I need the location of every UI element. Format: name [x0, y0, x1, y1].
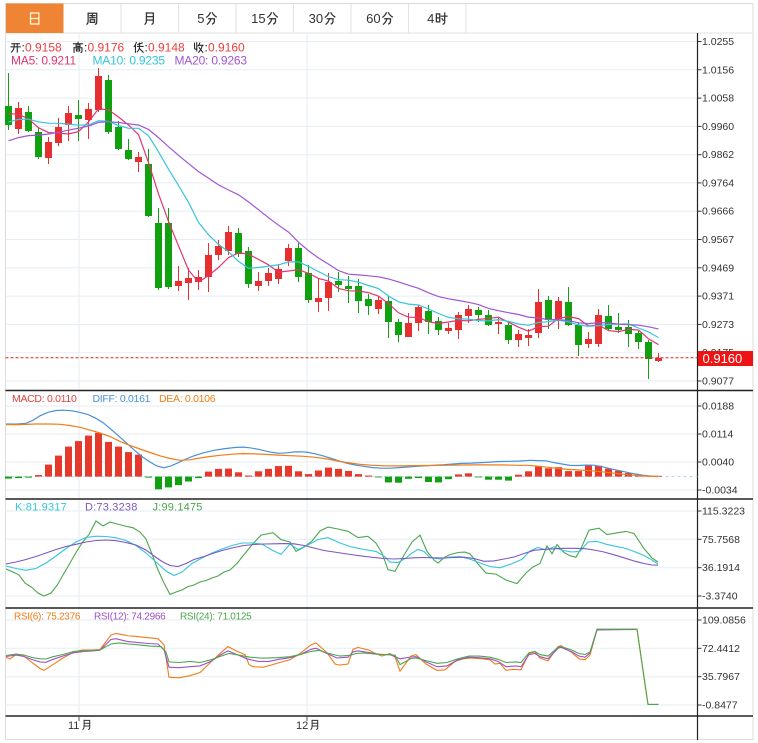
svg-text:0.9862: 0.9862 [702, 149, 734, 161]
svg-text:1.0058: 1.0058 [702, 93, 734, 105]
svg-text:RSI(6): 75.2376: RSI(6): 75.2376 [14, 612, 81, 623]
svg-text:0.9666: 0.9666 [702, 206, 734, 218]
svg-text:60: 60 [366, 11, 380, 26]
svg-text:MA5: 0.9211: MA5: 0.9211 [11, 54, 76, 68]
svg-text:RSI(24): 71.0125: RSI(24): 71.0125 [180, 612, 252, 623]
svg-text:0.0188: 0.0188 [702, 401, 734, 413]
svg-text:0.0040: 0.0040 [702, 457, 734, 469]
svg-text:1.0156: 1.0156 [702, 64, 734, 76]
svg-text:0.9160: 0.9160 [208, 41, 245, 55]
svg-text:5: 5 [197, 11, 204, 26]
svg-text:DEA: 0.0106: DEA: 0.0106 [159, 393, 216, 405]
svg-text:75.7568: 75.7568 [702, 534, 740, 546]
svg-text:1.0255: 1.0255 [702, 36, 734, 48]
svg-text:J:99.1475: J:99.1475 [153, 502, 203, 514]
svg-text:109.0856: 109.0856 [702, 615, 746, 627]
svg-text:0.9273: 0.9273 [702, 319, 734, 331]
svg-text:4: 4 [427, 11, 434, 26]
svg-text:15: 15 [251, 11, 265, 26]
svg-text:0.9148: 0.9148 [148, 41, 185, 55]
svg-text:12: 12 [296, 720, 308, 732]
svg-text:-0.0034: -0.0034 [702, 485, 738, 497]
svg-text::: : [22, 41, 25, 55]
svg-text:RSI(12): 74.2966: RSI(12): 74.2966 [94, 612, 166, 623]
svg-text:MACD: 0.0110: MACD: 0.0110 [12, 393, 77, 405]
svg-text:0.0114: 0.0114 [702, 429, 733, 441]
svg-text:0.9176: 0.9176 [88, 41, 125, 55]
svg-text:MA10: 0.9235: MA10: 0.9235 [93, 54, 166, 68]
svg-text::: : [145, 41, 148, 55]
svg-text:0.9469: 0.9469 [702, 262, 734, 274]
svg-text:0.9158: 0.9158 [25, 41, 62, 55]
svg-text:72.4412: 72.4412 [702, 643, 740, 655]
svg-text:0.9160: 0.9160 [703, 351, 743, 366]
svg-text:0.9764: 0.9764 [702, 177, 734, 189]
svg-text:K:81.9317: K:81.9317 [15, 502, 67, 514]
svg-text:35.7967: 35.7967 [702, 671, 740, 683]
svg-text:0.9077: 0.9077 [702, 376, 734, 388]
svg-text::: : [205, 41, 208, 55]
svg-text:MA20: 0.9263: MA20: 0.9263 [175, 54, 248, 68]
svg-text:30: 30 [309, 11, 323, 26]
svg-text:DIFF: 0.0161: DIFF: 0.0161 [93, 393, 151, 405]
svg-text::: : [84, 41, 87, 55]
svg-text:-3.3740: -3.3740 [702, 591, 738, 603]
svg-text:115.3223: 115.3223 [702, 506, 745, 518]
svg-text:D:73.3238: D:73.3238 [85, 502, 138, 514]
svg-text:0.9371: 0.9371 [702, 291, 734, 303]
svg-text:-0.8477: -0.8477 [702, 700, 738, 712]
svg-text:0.9960: 0.9960 [702, 121, 734, 133]
svg-text:36.1914: 36.1914 [702, 562, 740, 574]
svg-text:0.9567: 0.9567 [702, 234, 734, 246]
svg-text:11: 11 [68, 720, 79, 732]
